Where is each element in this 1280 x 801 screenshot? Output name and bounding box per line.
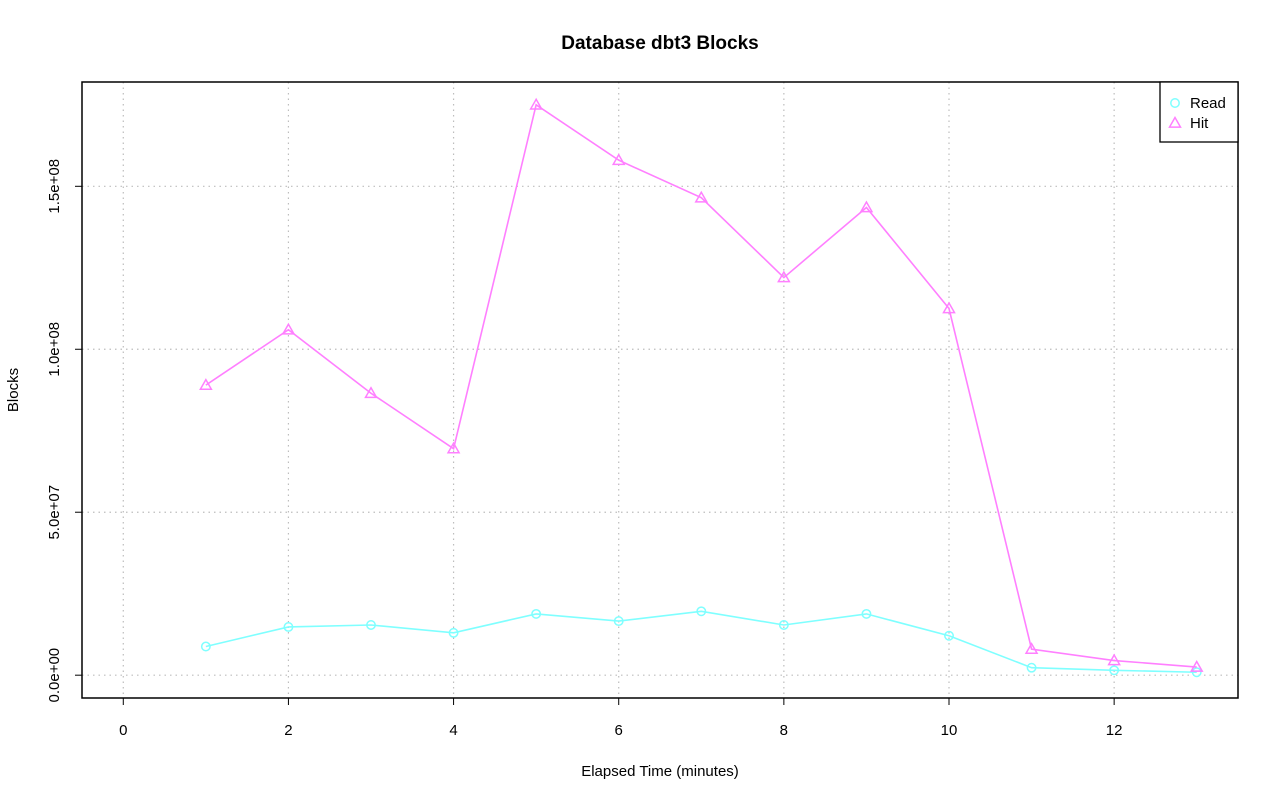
x-tick-label: 12 — [1106, 722, 1123, 739]
legend-label-hit: Hit — [1190, 115, 1209, 132]
data-point-read — [1191, 667, 1202, 678]
data-point-read — [1109, 665, 1120, 676]
data-point-read — [283, 621, 294, 632]
data-point-read — [696, 606, 707, 617]
data-point-hit — [1107, 653, 1121, 666]
data-point-hit — [694, 190, 709, 203]
series-read — [200, 606, 1202, 678]
data-point-read — [778, 620, 789, 630]
legend-label-read: Read — [1190, 95, 1226, 112]
data-point-hit — [859, 200, 874, 213]
y-tick-label: 5.0e+07 — [46, 485, 63, 540]
x-tick-label: 2 — [284, 722, 292, 739]
data-point-hit — [942, 301, 956, 314]
y-axis-label: Blocks — [5, 368, 22, 412]
data-point-read — [1026, 662, 1037, 673]
chart-title: Database dbt3 Blocks — [561, 33, 758, 54]
series-hit — [199, 97, 1204, 672]
series-line-read — [205, 610, 1197, 674]
data-point-hit — [281, 322, 296, 335]
legend-box — [1159, 81, 1239, 143]
series-line-hit — [205, 103, 1197, 668]
legend: Read Hit — [1159, 81, 1239, 143]
x-tick-label: 10 — [941, 722, 958, 739]
x-tick-label: 8 — [780, 722, 788, 739]
grid-lines — [82, 82, 1238, 698]
x-tick-label: 0 — [119, 722, 127, 739]
data-point-read — [200, 641, 211, 652]
data-point-read — [944, 630, 954, 641]
data-point-read — [861, 608, 872, 619]
y-tick-label: 1.0e+08 — [46, 322, 63, 377]
data-point-hit — [529, 97, 543, 110]
y-axis: 0.0e+00 5.0e+07 1.0e+08 1.5e+08 — [46, 159, 82, 703]
series-layer — [199, 97, 1204, 678]
x-tick-label: 4 — [449, 722, 457, 739]
data-point-read — [531, 608, 542, 619]
data-point-read — [613, 616, 624, 627]
y-tick-label: 0.0e+00 — [46, 648, 63, 703]
data-point-hit — [777, 270, 791, 283]
data-point-read — [366, 620, 376, 630]
data-point-hit — [1189, 660, 1204, 672]
plot-frame — [81, 81, 1239, 699]
data-point-read — [448, 627, 459, 638]
legend-marker-hit — [1168, 115, 1182, 128]
data-point-hit — [446, 441, 461, 454]
x-tick-label: 6 — [615, 722, 623, 739]
y-tick-label: 1.5e+08 — [46, 159, 63, 214]
legend-marker-read — [1170, 98, 1180, 108]
data-point-hit — [611, 153, 626, 166]
x-axis: 0 2 4 6 8 10 12 — [119, 698, 1122, 739]
data-point-hit — [364, 386, 378, 399]
x-axis-label: Elapsed Time (minutes) — [581, 763, 739, 780]
data-point-hit — [199, 378, 213, 390]
data-point-hit — [1024, 642, 1039, 654]
